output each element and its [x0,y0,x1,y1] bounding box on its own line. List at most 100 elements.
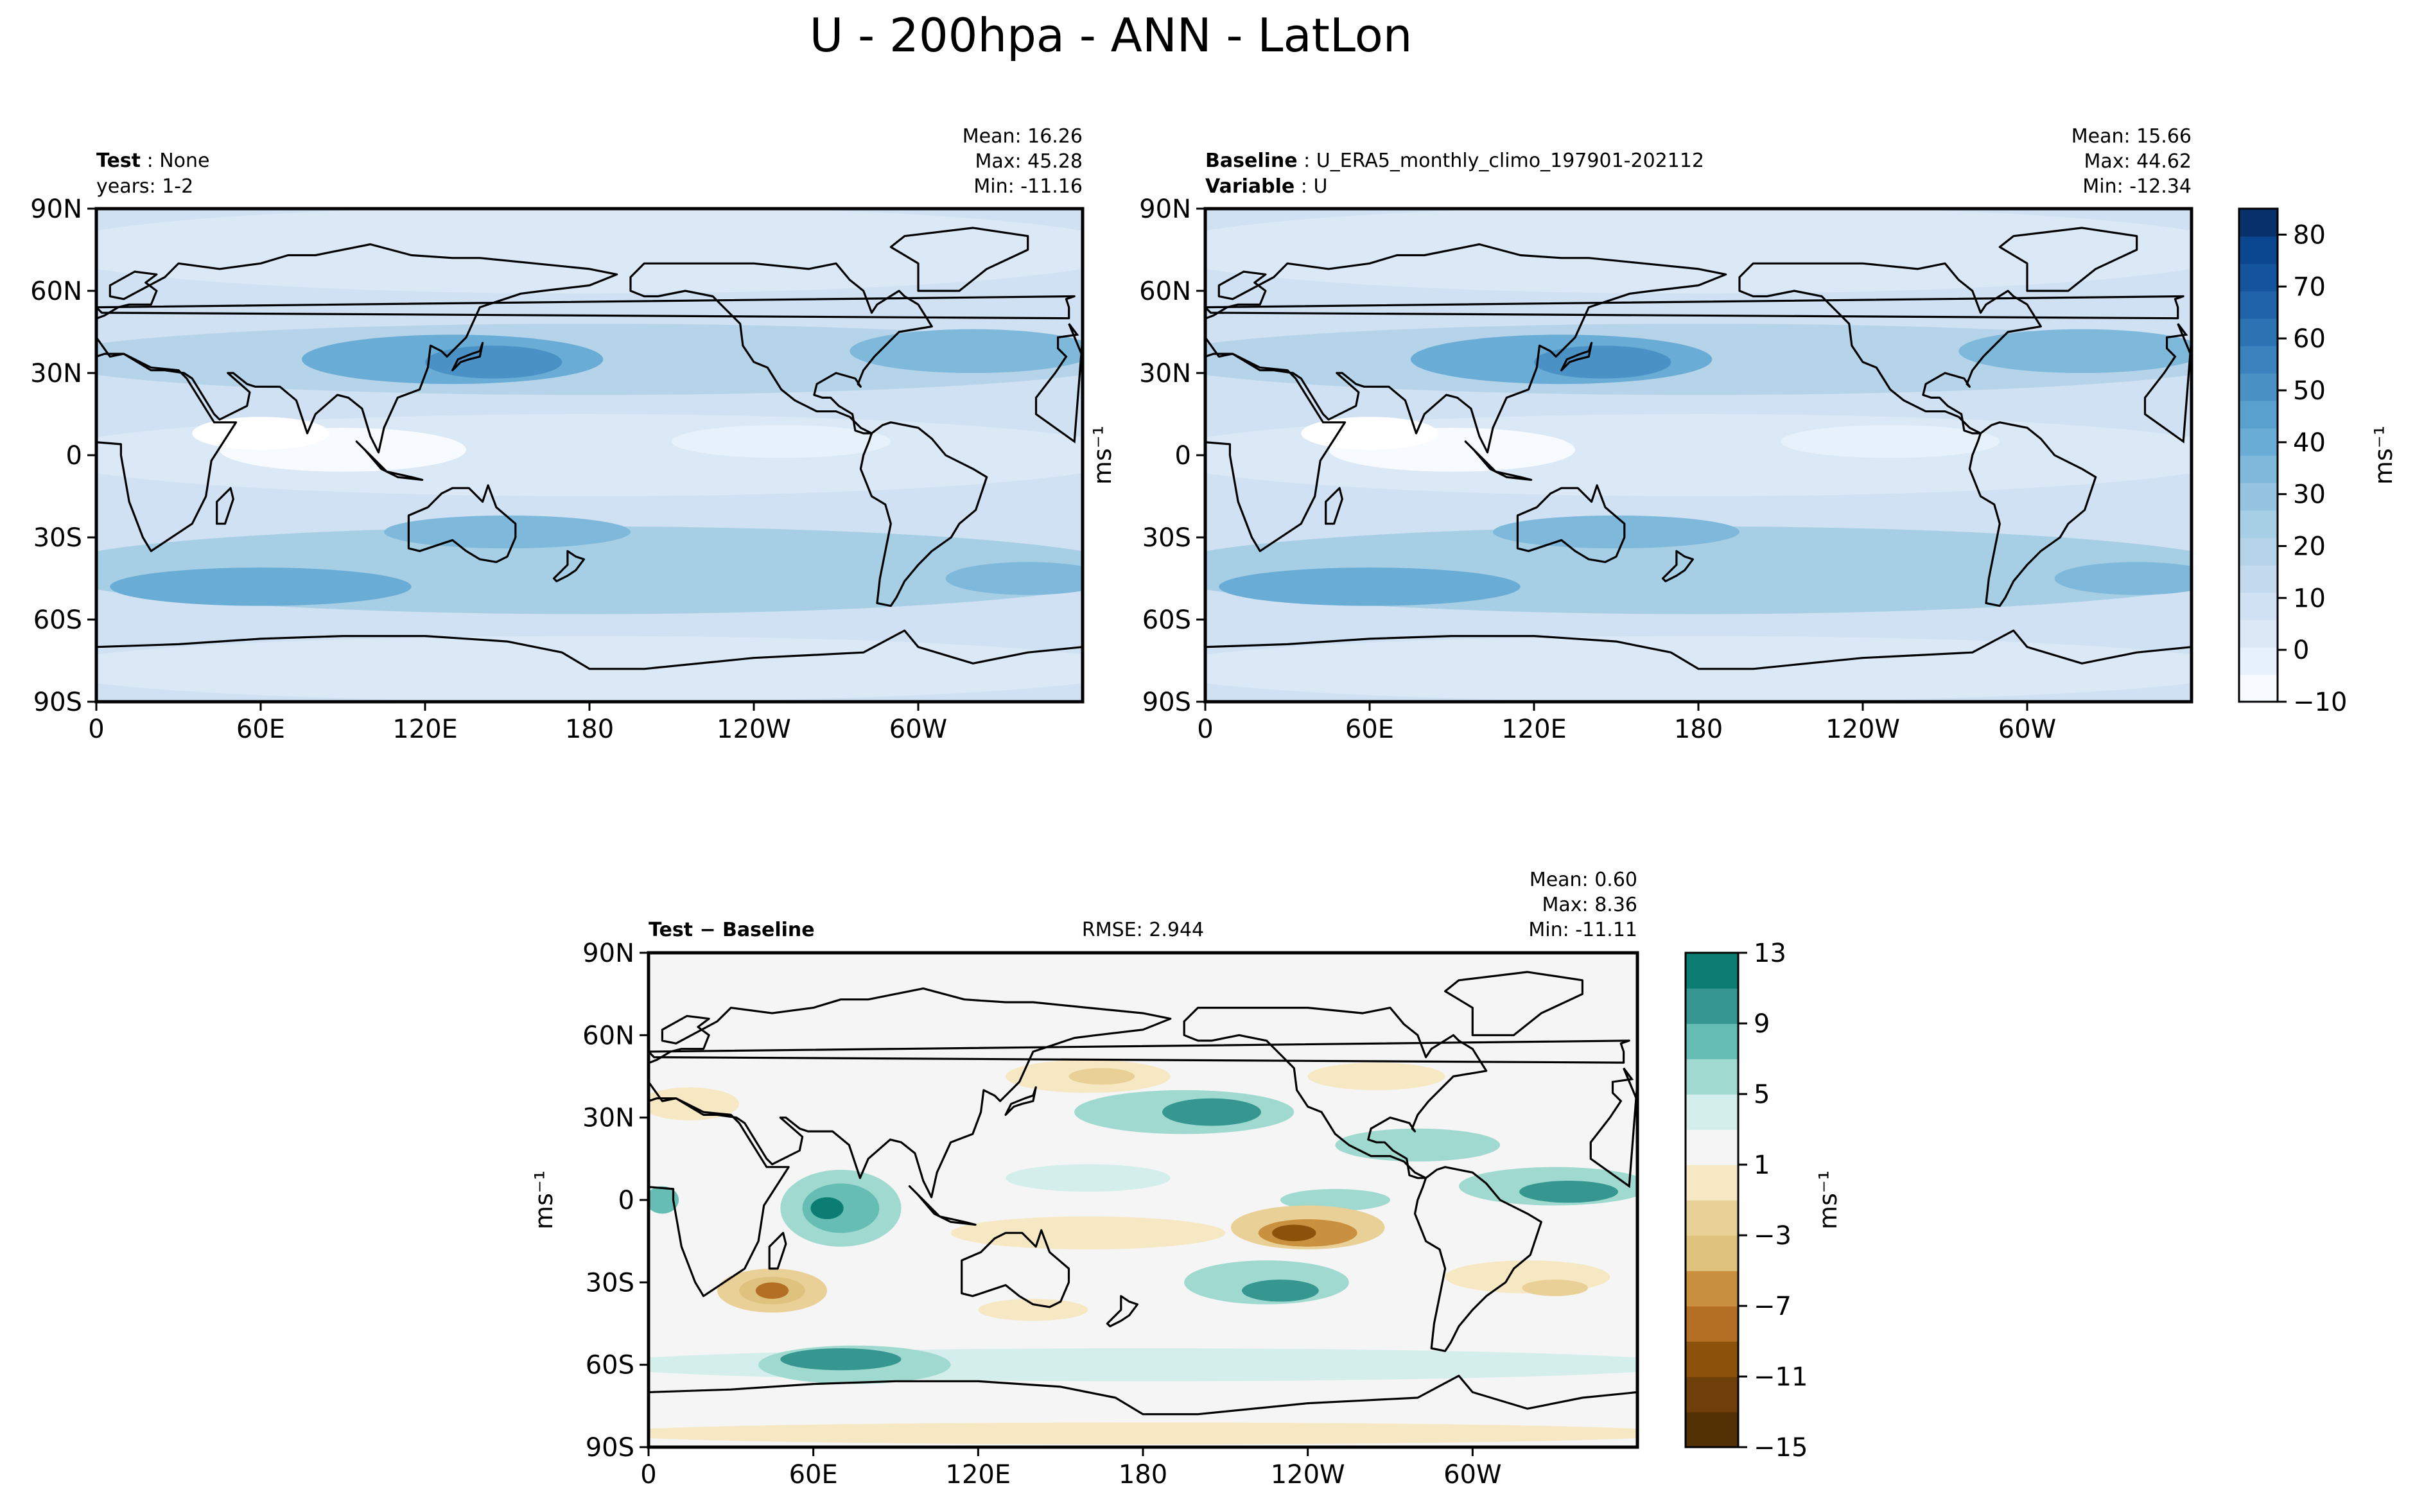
baseline-coastlines [1205,227,2192,670]
baseline-xtick-label: 0 [1197,715,1213,744]
baseline-wind-band [1958,329,2192,373]
colorbar-difference-label: ms⁻¹ [1814,1170,1842,1230]
baseline-coastline-south-america [1968,421,2097,607]
baseline-coastline-japan [1560,342,1593,372]
difference-anomaly-cell [1272,1224,1316,1242]
colorbar-full-field-level [2239,291,2278,319]
colorbar-full-field-tick-label: 10 [2293,584,2326,613]
baseline-axis-ticks [1196,207,2028,711]
colorbar-full-field-swatches [2239,209,2278,702]
baseline-header-sep: : [1298,150,1316,172]
test-xtick-label: 60E [236,715,285,744]
panel-difference: 0 60E 120E 180 120W 60W 90N 60N 30N 0 30S 60S 90S Te… [530,869,1639,1490]
baseline-coastline-madagascar [1325,487,1343,525]
colorbar-full-field-level [2239,564,2278,593]
baseline-tick-labels: 0 60E 120E 180 120W 60W 90N 60N 30N 0 30S 60S 90S [1139,195,2056,744]
baseline-coastline-indonesia [1464,440,1533,482]
colorbar-difference-level [1686,1306,1738,1342]
baseline-coastline-north-america [1738,262,2042,435]
baseline-xtick-label: 180 [1674,715,1723,744]
colorbar-full-field-level [2239,455,2278,483]
colorbar-difference-level [1686,1341,1738,1377]
difference-anomaly-cell [649,1422,1637,1445]
test-wind-band [425,345,562,379]
test-wind-band [96,209,1083,294]
colorbar-full-field-tick-label: −10 [2293,688,2347,717]
colorbar-full-field-level [2239,674,2278,702]
colorbar-difference-level [1686,1165,1738,1201]
colorbar-full-field-tick-label: 30 [2293,480,2326,510]
baseline-variable-value: U [1313,175,1327,198]
test-wind-band [672,425,891,458]
test-header-sep: : [141,150,159,172]
colorbar-difference-tick-label: 5 [1754,1080,1770,1109]
baseline-coastline-australia [1516,484,1626,564]
difference-anomaly-cell [1068,1068,1135,1085]
colorbar-full-field-tick-label: 70 [2293,272,2326,302]
difference-stat-mean: Mean: 0.60 [1530,869,1637,891]
test-coastline-wrap [1034,315,1083,444]
baseline-wind-band [1534,345,1671,379]
difference-coastline-africa-europe-asia [649,987,1172,1298]
difference-anomaly-cell [780,1348,902,1371]
baseline-wind-band [1301,417,1438,450]
test-coastline-africa-europe-asia [96,243,618,552]
colorbar-full-field-tick-label: 40 [2293,428,2326,458]
difference-anomaly-cell [1162,1098,1261,1126]
colorbar-full-field-level [2239,482,2278,511]
test-tick-labels: 0 60E 120E 180 120W 60W 90N 60N 30N 0 30S 60S 90S [30,195,947,744]
difference-ytick-label: 30N [582,1104,634,1133]
baseline-coastline-wrap [2143,315,2192,444]
colorbar-difference-level [1686,953,1738,989]
baseline-header-line1: Baseline : U_ERA5_monthly_climo_197901-2… [1205,150,1704,172]
test-stat-mean: Mean: 16.26 [963,125,1083,148]
test-coastline-british-isles [96,295,1076,320]
test-wind-band [110,567,412,606]
colorbar-full-field: 80 70 60 50 40 30 20 10 0 −10 ms⁻¹ [2238,207,2398,717]
colorbar-difference-level [1686,1094,1738,1130]
colorbar-full-field-level [2239,428,2278,456]
colorbar-full-field-level [2239,209,2278,237]
colorbar-difference-level [1686,1412,1738,1448]
difference-coastline-north-america [1183,1006,1488,1179]
test-wind-band [384,515,631,549]
baseline-stat-mean: Mean: 15.66 [2071,125,2192,148]
difference-anomaly-cell [649,1087,740,1120]
difference-anomaly-cell [810,1197,844,1219]
colorbar-difference-tick-label: −11 [1754,1362,1808,1392]
baseline-field-bands [1205,209,2192,702]
difference-xtick-label: 60E [789,1460,838,1490]
colorbar-full-field-level [2239,620,2278,648]
colorbar-full-field-level [2239,318,2278,347]
colorbar-difference: 13 9 5 1 −3 −7 −11 −15 ms⁻¹ [1684,939,1842,1463]
difference-ytick-label: 30S [586,1268,634,1298]
colorbar-difference-level [1686,988,1738,1024]
baseline-map-field [1205,209,2192,702]
test-coastlines [96,227,1083,670]
difference-map-field [649,953,1637,1447]
test-stat-min: Min: -11.16 [973,175,1083,198]
colorbar-full-field-tick-label: 0 [2293,636,2309,665]
baseline-wind-band [1781,425,2000,458]
difference-coastline-new-zealand [1106,1295,1139,1328]
colorbar-full-field-level [2239,345,2278,374]
baseline-ytick-label: 90N [1139,195,1191,224]
baseline-coastline-british-isles [1205,295,2184,320]
difference-anomaly-cell [1006,1164,1171,1192]
baseline-xtick-label: 60W [1998,715,2056,744]
difference-anomaly-cell [649,1348,1637,1382]
difference-coastline-south-america [1413,1166,1542,1352]
panel-baseline: 0 60E 120E 180 120W 60W 90N 60N 30N 0 30S 60S 90S Ba… [1088,125,2193,744]
baseline-coastline-greenland [1998,227,2138,292]
difference-field-anomalies [649,1059,1637,1445]
test-ytick-label: 30S [33,523,82,553]
baseline-ytick-label: 60S [1142,605,1191,635]
test-wind-band [192,417,329,450]
test-coastline-indonesia [355,440,424,482]
test-coastline-antarctica [96,629,1083,670]
colorbar-difference-level [1686,1200,1738,1236]
test-ytick-label: 90N [30,195,82,224]
test-header-years: years: 1-2 [96,175,193,198]
baseline-variable-sep: : [1295,175,1313,198]
difference-ytick-label: 90S [586,1433,634,1463]
